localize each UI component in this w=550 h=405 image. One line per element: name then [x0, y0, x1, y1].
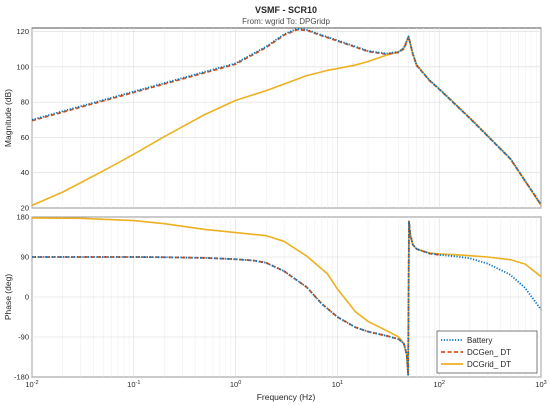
phase-x-tick-label: 100: [230, 380, 241, 389]
magnitude-y-tick-label: 20: [21, 204, 29, 213]
phase-panel: 10-2 10-1 100 101 102 103 -180 -90 0 90 180 Phase …: [3, 213, 547, 390]
chart-title: VSMF - SCR10: [255, 5, 317, 15]
magnitude-panel: 20 40 60 80 100 120 Magnitude (dB): [3, 27, 542, 213]
phase-lines: [31, 217, 542, 376]
phase-ylabel: Phase (deg): [3, 274, 13, 320]
legend: Battery DCGen_ DT DCGrid_ DT: [436, 330, 538, 374]
legend-entry-label: DCGrid_ DT: [467, 360, 511, 369]
phase-y-tick-label: -90: [18, 333, 29, 342]
magnitude-ticks: 20 40 60 80 100 120: [16, 27, 29, 212]
magnitude-y-tick-label: 100: [16, 62, 29, 71]
phase-x-tick-label: 102: [433, 380, 444, 389]
phase-x-tick-label: 103: [535, 380, 546, 389]
phase-ticks: 10-2 10-1 100 101 102 103 -180 -90 0 90 180: [14, 213, 547, 390]
phase-y-tick-label: 0: [25, 293, 29, 302]
chart-subtitle: From: wgrid To: DPGridp: [242, 17, 330, 26]
x-axis-label: Frequency (Hz): [257, 392, 316, 402]
phase-x-tick-label: 10-2: [25, 380, 38, 389]
magnitude-lines: [31, 27, 542, 207]
magnitude-y-tick-label: 80: [21, 98, 29, 107]
magnitude-ylabel: Magnitude (dB): [3, 89, 13, 147]
legend-entry-label: DCGen_ DT: [467, 348, 511, 357]
phase-y-tick-label: 180: [16, 213, 29, 222]
legend-box: [436, 330, 538, 374]
magnitude-y-tick-label: 60: [21, 133, 29, 142]
phase-y-tick-label: -180: [14, 373, 29, 382]
phase-x-tick-label: 101: [332, 380, 343, 389]
legend-entry-label: Battery: [467, 336, 492, 345]
magnitude-axes-box: [31, 27, 542, 209]
phase-y-tick-label: 90: [21, 253, 29, 262]
magnitude-grid: [31, 28, 542, 209]
magnitude-y-tick-label: 120: [16, 27, 29, 36]
phase-series-battery: [32, 220, 542, 376]
magnitude-series-battery: [31, 27, 542, 205]
magnitude-y-tick-label: 40: [21, 168, 29, 177]
phase-x-tick-label: 10-1: [127, 380, 140, 389]
